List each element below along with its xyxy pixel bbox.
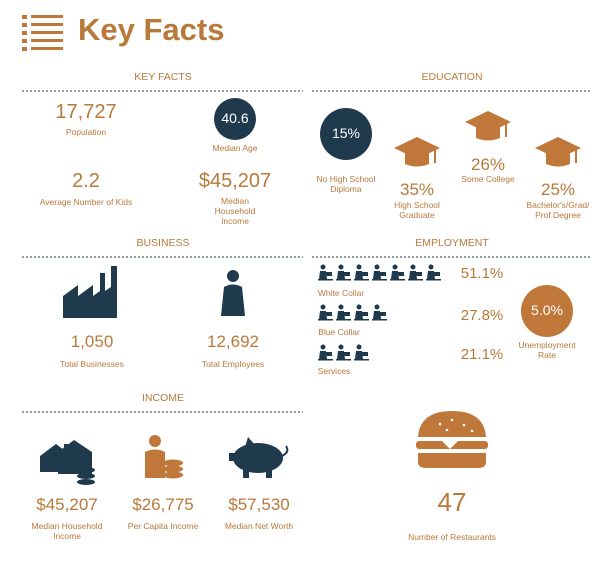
grad-caps	[394, 111, 581, 167]
fact-label: Average Number of Kids	[39, 197, 133, 207]
worker-icon	[318, 264, 333, 281]
income-label: Median Net Worth	[224, 521, 294, 531]
section-heading: INCOME	[142, 392, 184, 404]
section-heading: EMPLOYMENT	[415, 237, 489, 249]
fact-value: 2.2	[72, 170, 100, 192]
no-diploma-circle	[320, 108, 372, 160]
worker-icon	[426, 264, 441, 281]
worker-icons	[318, 264, 441, 361]
business-label: Total Employees	[201, 359, 265, 369]
fact-label: Median Age	[212, 143, 258, 153]
header-icon	[22, 15, 63, 51]
worker-icon	[354, 304, 369, 321]
page-title: Key Facts	[78, 12, 225, 47]
education-value: 15%	[331, 125, 361, 141]
education-label: High School Graduate	[394, 200, 440, 220]
fact-value: $45,207	[198, 170, 272, 192]
business-value: 1,050	[70, 332, 114, 351]
income-label: Median Household Income	[31, 521, 103, 541]
burger-icon	[416, 411, 488, 468]
person-icon	[221, 270, 245, 316]
restaurants-label: Number of Restaurants	[408, 532, 496, 542]
worker-icon	[390, 264, 405, 281]
section-heading: EDUCATION	[421, 71, 483, 83]
person-coins-icon	[145, 435, 183, 479]
worker-icon	[372, 264, 387, 281]
worker-icon	[372, 304, 387, 321]
unemployment-value: 5.0%	[531, 302, 563, 318]
dividers	[22, 90, 592, 413]
employment-value: 27.8%	[460, 307, 504, 324]
income-value: $26,775	[132, 495, 194, 514]
worker-icon	[336, 344, 351, 361]
business-label: Total Businesses	[60, 359, 124, 369]
worker-icon	[354, 264, 369, 281]
income-value: $57,530	[228, 495, 290, 514]
piggy-bank-icon	[229, 437, 289, 478]
business-value: 12,692	[207, 332, 259, 351]
section-heading: KEY FACTS	[134, 71, 192, 83]
employment-label: Services	[317, 366, 351, 376]
unemployment-label: Unemployment Rate	[518, 340, 576, 360]
worker-icon	[354, 344, 369, 361]
unemployment-circle	[521, 285, 573, 337]
education-label: No High School Diploma	[316, 174, 376, 194]
house-icon	[40, 440, 95, 485]
worker-icon	[318, 344, 333, 361]
education-value: 35%	[399, 180, 435, 199]
education-label: Some College	[461, 174, 515, 184]
worker-icon	[336, 304, 351, 321]
factory-icon	[63, 266, 117, 318]
education-label: Bachelor's/Grad/Prof Degree	[526, 200, 590, 220]
fact-label: Median Household Income	[214, 196, 256, 226]
worker-icon	[336, 264, 351, 281]
education-value: 26%	[470, 155, 506, 174]
worker-icon	[318, 304, 333, 321]
fact-value: 17,727	[55, 101, 117, 123]
restaurants-value: 47	[437, 487, 467, 517]
median-age-circle	[214, 98, 256, 140]
employment-label: White Collar	[317, 288, 365, 298]
fact-value: 40.6	[221, 110, 249, 126]
section-heading: BUSINESS	[136, 237, 190, 249]
employment-value: 51.1%	[460, 265, 504, 282]
income-value: $45,207	[36, 495, 98, 514]
employment-value: 21.1%	[460, 346, 504, 363]
fact-label: Population	[65, 127, 107, 137]
worker-icon	[408, 264, 423, 281]
employment-label: Blue Collar	[318, 327, 360, 337]
education-value: 25%	[540, 180, 576, 199]
income-label: Per Capita Income	[127, 521, 199, 531]
